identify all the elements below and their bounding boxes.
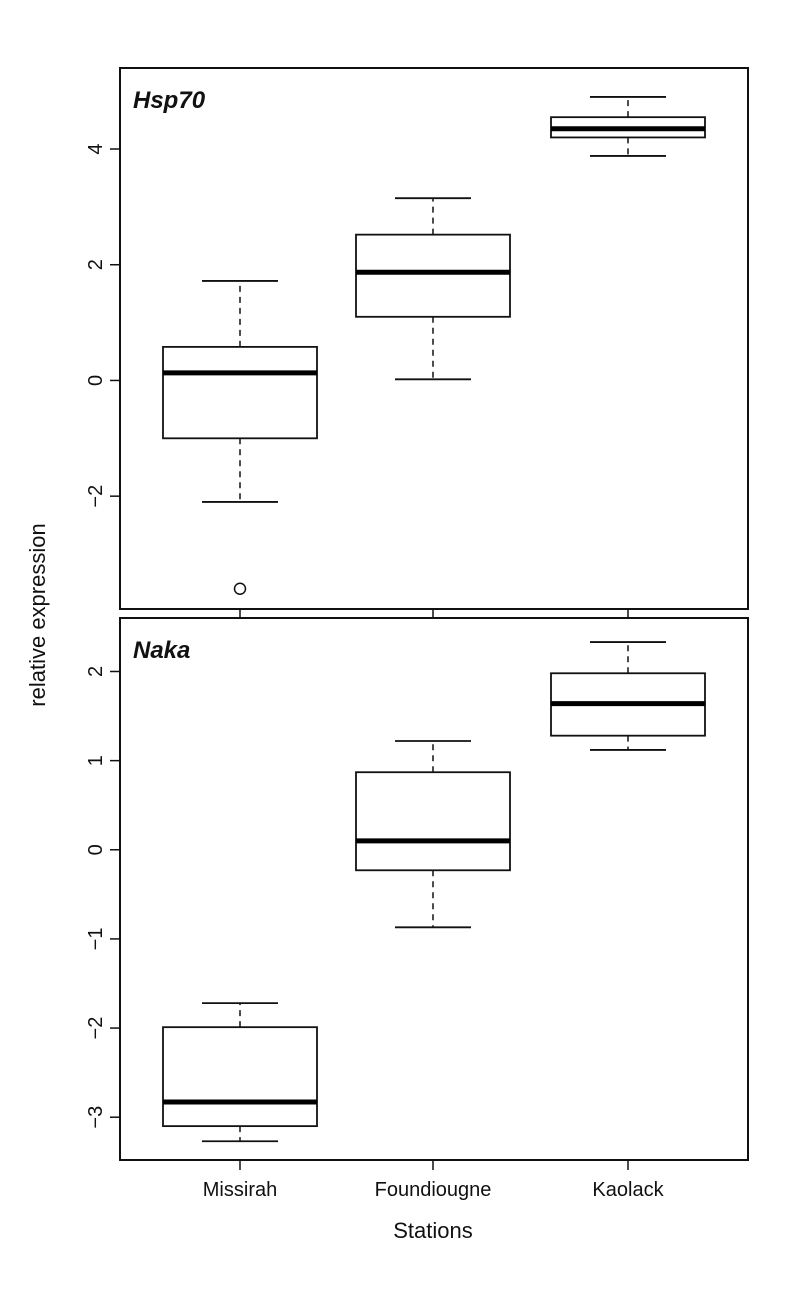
panel-frame	[119, 617, 749, 1161]
y-tick-label: −2	[85, 1017, 107, 1040]
y-tick-label: −2	[85, 485, 107, 508]
box-foundiougne	[355, 740, 511, 929]
y-tick-label: 2	[85, 259, 107, 270]
y-axis-label: relative expression	[25, 523, 50, 706]
box-missirah	[162, 1002, 318, 1143]
y-tick-label: 2	[85, 666, 107, 677]
x-axis-label: Stations	[393, 1218, 473, 1243]
panel-naka: −3 −2 −1 0 1 2 Naka	[85, 617, 749, 1170]
x-tick-label: Foundiougne	[375, 1179, 492, 1201]
iqr-box	[162, 345, 318, 440]
y-tick-label: −1	[85, 928, 107, 951]
y-tick-label: 4	[85, 143, 107, 154]
y-tick-label: 0	[85, 375, 107, 386]
y-tick-label: 1	[85, 755, 107, 766]
panel-title: Hsp70	[133, 87, 206, 114]
y-tick-label: 0	[85, 844, 107, 855]
panel-title: Naka	[133, 637, 190, 664]
y-tick-label: −3	[85, 1106, 107, 1129]
iqr-box	[355, 233, 511, 318]
x-tick-label: Kaolack	[592, 1179, 664, 1201]
iqr-box	[355, 771, 511, 872]
iqr-box	[162, 1026, 318, 1128]
box-kaolack	[550, 96, 706, 157]
panel-hsp70: −2 0 2 4 Hsp70	[85, 67, 749, 619]
box-foundiougne	[355, 197, 511, 381]
box-kaolack	[550, 641, 706, 751]
panel-frame	[119, 67, 749, 610]
outlier-point	[233, 582, 247, 595]
x-tick-label: Missirah	[203, 1179, 277, 1201]
box-missirah	[162, 280, 318, 595]
